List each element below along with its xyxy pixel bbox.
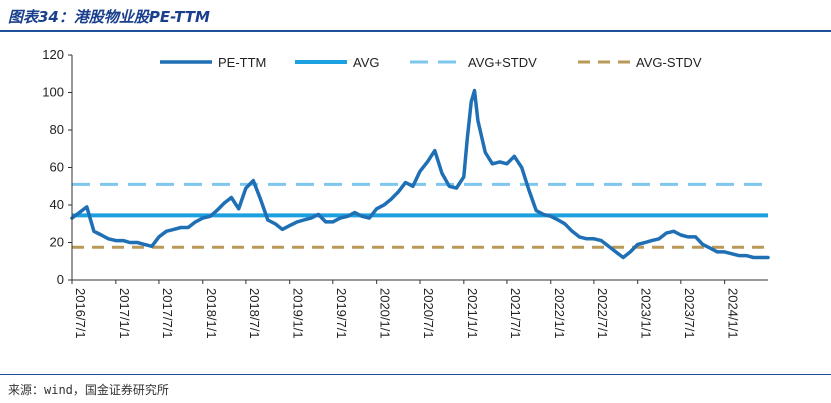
x-tick-label: 2020/1/1 xyxy=(378,288,393,339)
y-tick-label: 60 xyxy=(50,160,64,175)
x-tick-label: 2017/7/1 xyxy=(160,288,175,339)
y-tick-label: 80 xyxy=(50,122,64,137)
reference-lines xyxy=(72,182,768,249)
x-tick-label: 2016/7/1 xyxy=(73,288,88,339)
x-tick-label: 2024/1/1 xyxy=(726,288,741,339)
source-note: 来源：wind，国金证券研究所 xyxy=(8,383,169,397)
legend: PE-TTM AVG AVG+STDV AVG-STDV xyxy=(160,55,702,70)
title-rule xyxy=(0,30,831,32)
y-tick-label: 100 xyxy=(42,85,64,100)
x-tick-label: 2022/7/1 xyxy=(595,288,610,339)
y-tick-label: 40 xyxy=(50,197,64,212)
series-lines xyxy=(70,88,770,260)
axes: 0 20 40 60 80 100 120 2016/7/1 2017/1/1 2017/7/1 2… xyxy=(42,47,768,339)
legend-label: PE-TTM xyxy=(218,55,266,70)
x-tick-label: 2021/7/1 xyxy=(508,288,523,339)
x-tick-label: 2019/7/1 xyxy=(334,288,349,339)
footer-rule xyxy=(0,374,831,375)
x-tick-label: 2020/7/1 xyxy=(421,288,436,339)
chart-svg: PE-TTM AVG AVG+STDV AVG-STDV 0 20 40 60 80 100 12… xyxy=(42,47,770,339)
y-tick-label: 0 xyxy=(57,272,64,287)
chart-title: 图表34：港股物业股PE-TTM xyxy=(8,8,210,26)
series-line-pe-ttm xyxy=(70,88,770,260)
x-tick-label: 2018/7/1 xyxy=(247,288,262,339)
x-tick-label: 2021/1/1 xyxy=(465,288,480,339)
x-tick-label: 2017/1/1 xyxy=(117,288,132,339)
x-tick-label: 2018/1/1 xyxy=(204,288,219,339)
x-tick-label: 2022/1/1 xyxy=(552,288,567,339)
x-tick-label: 2023/1/1 xyxy=(639,288,654,339)
x-tick-label: 2023/7/1 xyxy=(682,288,697,339)
legend-label: AVG xyxy=(353,55,380,70)
legend-label: AVG+STDV xyxy=(468,55,537,70)
legend-label: AVG-STDV xyxy=(636,55,702,70)
y-tick-label: 120 xyxy=(42,47,64,62)
y-tick-label: 20 xyxy=(50,235,64,250)
x-tick-label: 2019/1/1 xyxy=(291,288,306,339)
